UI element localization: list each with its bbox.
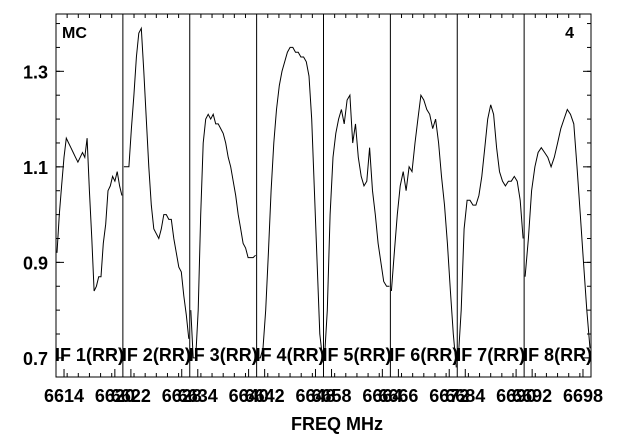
x-tick-label: 6648 [295, 386, 335, 406]
panel-label: IF 7(RR) [456, 345, 525, 365]
spectrum-trace [524, 108, 591, 349]
panel-label: IF 6(RR) [389, 345, 458, 365]
x-tick-label: 6614 [44, 386, 84, 406]
x-tick-label: 6692 [512, 386, 552, 406]
y-tick-label: 0.7 [23, 349, 48, 369]
panel-label: IF 3(RR) [189, 345, 258, 365]
y-tick-label: 1.1 [23, 158, 48, 178]
plot-frame [55, 13, 592, 378]
spectrum-trace [123, 26, 190, 339]
x-tick-label: 6622 [111, 386, 151, 406]
panel-label: IF 2(RR) [122, 345, 191, 365]
panel-label: IF 8(RR) [523, 345, 592, 365]
x-tick-label: 6628 [162, 386, 202, 406]
panel-label: IF 4(RR) [256, 345, 325, 365]
panel-label: IF 1(RR) [55, 345, 124, 365]
chart-title-left: MC [62, 25, 87, 42]
spectrum-trace [257, 46, 323, 359]
y-tick-label: 1.3 [23, 62, 48, 82]
x-tick-label: 6666 [378, 386, 418, 406]
x-axis-label: FREQ MHz [291, 414, 383, 434]
x-tick-label: 6620 [95, 386, 135, 406]
x-tick-label: 6684 [445, 386, 485, 406]
x-tick-label: 6634 [178, 386, 218, 406]
chart-title-right: 4 [565, 25, 574, 42]
spectrum-trace [390, 93, 457, 368]
x-tick-label: 6698 [563, 386, 603, 406]
x-tick-label: 6690 [496, 386, 536, 406]
x-tick-label: 6640 [229, 386, 269, 406]
traces [56, 26, 591, 368]
tick-marks [56, 14, 591, 377]
y-tick-label: 0.9 [23, 253, 48, 273]
x-tick-label: 6664 [362, 386, 402, 406]
panel-label: IF 5(RR) [322, 345, 391, 365]
x-tick-label: 6658 [312, 386, 352, 406]
spectrum-trace [324, 93, 390, 358]
spectrum-trace [56, 136, 123, 292]
x-tick-label: 6672 [429, 386, 469, 406]
spectrum-trace [190, 112, 256, 359]
x-tick-label: 6642 [245, 386, 285, 406]
spectrum-trace [457, 104, 524, 358]
